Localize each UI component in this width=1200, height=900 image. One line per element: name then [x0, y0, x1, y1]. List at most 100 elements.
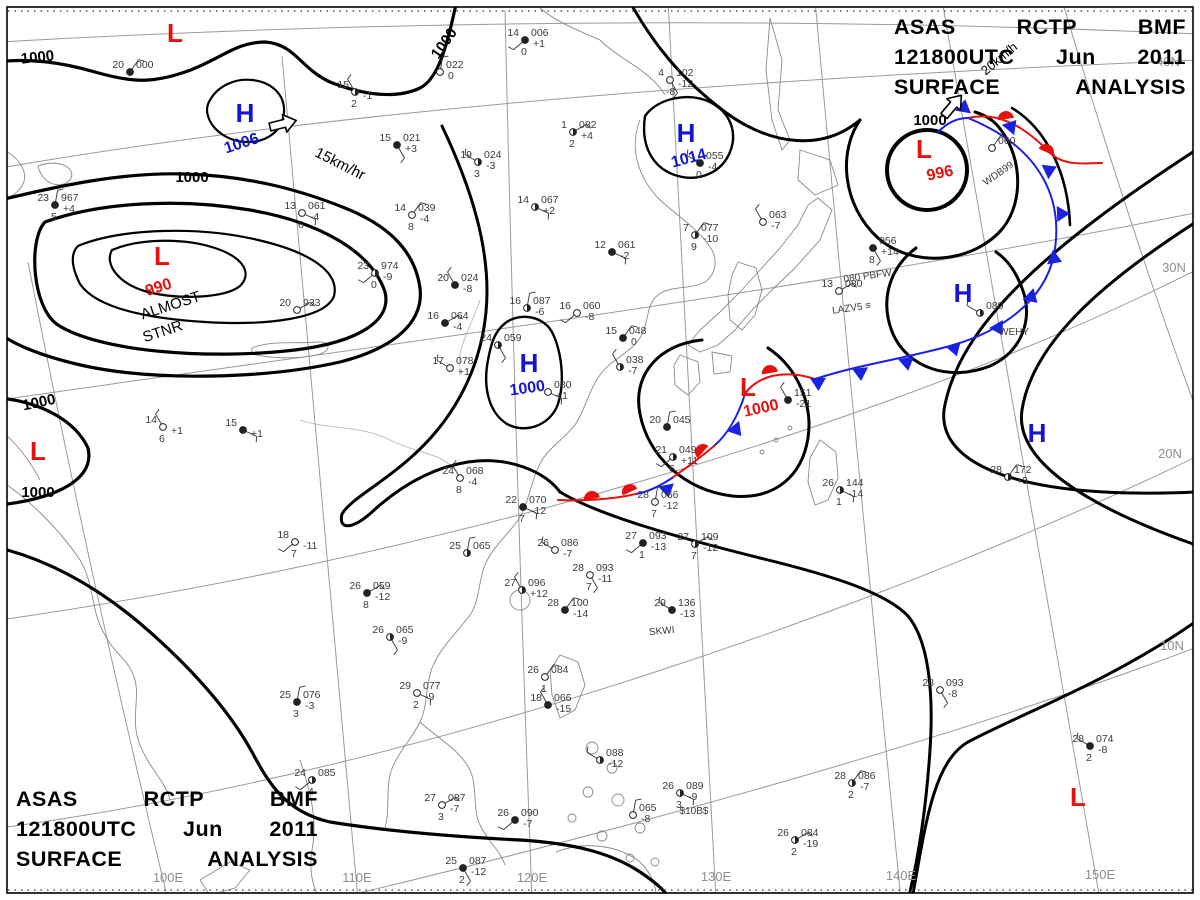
wind-barb-tick — [529, 291, 536, 294]
station-plot: 16 064-4 — [427, 310, 468, 333]
station-dewpoint: -12 — [678, 78, 693, 90]
station-temp: 27 — [424, 792, 436, 804]
station-circle-icon — [663, 423, 671, 431]
station-temp: 23 — [357, 260, 369, 272]
motion-arrows — [268, 94, 963, 133]
station-temp: 26 — [349, 580, 361, 592]
station-temp: 16 — [509, 295, 521, 307]
station-pressure: 109 — [701, 531, 719, 543]
station-half-fill — [478, 158, 482, 166]
wind-barb-tick — [347, 74, 352, 80]
station-circle-icon — [696, 159, 704, 167]
isobar-west-low — [7, 397, 91, 506]
station-half-fill — [312, 776, 316, 784]
annotation-label: $10B$ — [680, 806, 709, 817]
station-pressure: 089 — [686, 780, 704, 792]
station-extra: 2 — [413, 699, 419, 711]
station-plot: 15 -1 2 — [337, 74, 372, 110]
station-pressure: 060 — [583, 300, 601, 312]
station-pressure: 082 — [579, 119, 597, 131]
station-dewpoint: +14 — [881, 246, 899, 258]
station-extra: 3 — [438, 811, 444, 823]
parallel-line — [7, 457, 1193, 828]
station-circle-icon — [413, 689, 421, 697]
station-temp: 26 — [777, 827, 789, 839]
station-pressure: 136 — [678, 597, 696, 609]
title-line-type: SURFACE ANALYSIS — [16, 844, 318, 874]
cold-front-triangles — [658, 99, 1070, 498]
station-extra: 4 — [308, 786, 314, 798]
station-temp: 26 — [822, 477, 834, 489]
station-plot: 060 — [988, 135, 1016, 152]
station-temp: 29 — [654, 597, 666, 609]
station-pressure: 076 — [303, 689, 321, 701]
parallel-line — [7, 270, 1193, 620]
station-pressure: 006 — [531, 27, 549, 39]
station-dewpoint: -10 — [703, 233, 718, 245]
station-half-fill — [390, 633, 394, 641]
station-plot: 13 061-4 6 — [284, 200, 325, 231]
annotation-label: SKWI — [649, 625, 675, 638]
parallel-line — [7, 22, 1193, 43]
station-temp: 15 — [379, 132, 391, 144]
station-half-fill — [535, 203, 539, 211]
title-word: RCTP — [143, 787, 205, 811]
station-dewpoint: +1 — [556, 390, 568, 402]
station-plot: 19 024-3 3 — [460, 148, 502, 180]
station-plot: 26 084 1 — [527, 664, 568, 695]
wind-barb-tick — [442, 55, 449, 58]
station-plot: 23 974-9 0 — [357, 260, 398, 291]
title-word: ASAS — [894, 15, 956, 39]
station-extra: 2 — [459, 874, 465, 886]
station-pressure: 056 — [879, 235, 897, 247]
station-pressure: 066 — [554, 692, 572, 704]
wind-barb-tick — [876, 260, 881, 266]
station-temp: 1 — [561, 119, 567, 131]
station-pressure: 080 — [554, 379, 572, 391]
station-pressure: 000 — [136, 59, 154, 71]
wind-barb-tick — [469, 536, 476, 539]
station-plot: 18 066-15 — [530, 687, 572, 715]
station-pressure: 144 — [846, 477, 864, 489]
title-word: 121800UTC — [894, 45, 1015, 69]
station-pressure: 090 — [521, 807, 539, 819]
isobar-value-label: 1000 — [20, 47, 55, 67]
station-pressure: 065 — [639, 802, 657, 814]
isobar-value-label: 1000 — [913, 112, 946, 129]
station-plot: 14 067+2 — [517, 194, 559, 220]
station-circle-icon — [784, 396, 792, 404]
isobar-east-ridge-outer — [942, 150, 1193, 495]
station-extra: 2 — [351, 98, 357, 110]
station-dewpoint: -2 — [620, 250, 629, 262]
station-circle-icon — [651, 498, 659, 506]
station-circle-icon — [759, 218, 767, 226]
wind-barb-tick — [626, 549, 632, 554]
station-extra: 7 — [519, 513, 525, 525]
isobar-se-curve — [911, 621, 1193, 893]
station-extra: 1 — [836, 496, 842, 508]
station-extra: 2 — [791, 846, 797, 858]
station-extra: 7 — [291, 548, 297, 560]
station-temp: 18 — [277, 529, 289, 541]
longitude-label: 120E — [517, 870, 548, 885]
station-half-fill — [680, 789, 684, 797]
wind-barb-tick — [379, 585, 385, 590]
station-extra: 2 — [569, 138, 575, 150]
cold-front-triangle-icon — [945, 341, 961, 357]
title-line-datetime: 121800UTC Jun 2011 — [894, 42, 1186, 72]
station-temp: 26 — [527, 664, 539, 676]
station-extra: 2 — [1086, 752, 1092, 764]
station-plot: 151-21 — [780, 382, 812, 410]
station-pressure: 102 — [676, 67, 694, 79]
station-pressure: 100 — [571, 597, 589, 609]
wind-barb-tick — [400, 157, 405, 163]
station-pressure: 024 — [484, 149, 502, 161]
title-word: RCTP — [1016, 15, 1078, 39]
station-dewpoint: -9 — [398, 635, 407, 647]
isobar-ne-low-outer — [844, 110, 1020, 260]
station-plot: 25 076-3 3 — [279, 685, 321, 720]
station-temp: 20 — [437, 272, 449, 284]
station-temp: 21 — [655, 444, 667, 456]
station-temp: 28 — [637, 489, 649, 501]
station-pressure: 093 — [649, 530, 667, 542]
